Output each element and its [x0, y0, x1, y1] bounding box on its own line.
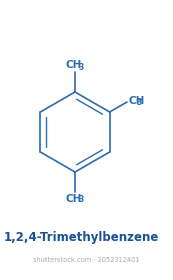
Text: shutterstock.com · 2052312401: shutterstock.com · 2052312401 — [33, 257, 139, 263]
Text: CH: CH — [66, 60, 82, 71]
Text: 1,2,4-Trimethylbenzene: 1,2,4-Trimethylbenzene — [4, 230, 159, 244]
Text: CH: CH — [66, 193, 82, 204]
Text: 3: 3 — [79, 195, 84, 204]
Text: CH: CH — [129, 96, 145, 106]
Text: 3: 3 — [79, 62, 84, 71]
Text: 3: 3 — [136, 98, 142, 107]
